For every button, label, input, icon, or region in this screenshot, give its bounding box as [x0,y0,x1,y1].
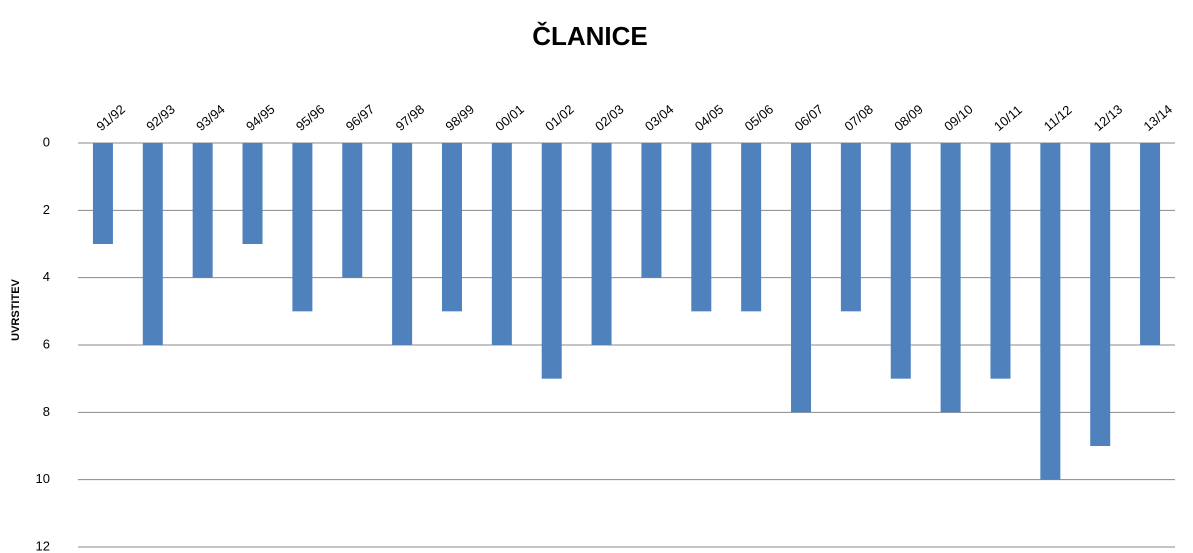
bar [142,143,163,345]
x-tick-label: 91/92 [93,102,128,134]
y-axis-label: UVRSTITEV [10,278,22,340]
bar [691,143,712,312]
bar [192,143,213,278]
x-tick-label: 05/06 [742,102,777,134]
x-tick-label: 02/03 [592,102,627,134]
x-tick-label: 03/04 [642,102,677,134]
x-tick-label: 07/08 [841,102,876,134]
x-tick-label: 96/97 [343,102,378,134]
x-tick-label: 00/01 [492,102,527,134]
y-tick-label: 12 [36,538,50,553]
y-tick-label: 0 [43,134,50,149]
x-tick-label: 06/07 [792,102,827,134]
x-tick-label: 12/13 [1091,102,1126,134]
x-tick-label: 09/10 [941,102,976,134]
y-tick-label: 4 [43,269,50,284]
x-tick-label: 04/05 [692,102,727,134]
x-tick-label: 01/02 [542,102,577,134]
x-tick-label: 98/99 [442,102,477,134]
bar [1040,143,1061,480]
bar [591,143,612,345]
x-tick-label: 10/11 [991,102,1025,134]
x-tick-label: 93/94 [193,102,228,134]
bar [491,143,512,345]
bar [1090,143,1111,446]
y-tick-label: 6 [43,336,50,351]
bar [940,143,961,413]
y-tick-label: 2 [43,202,50,217]
x-tick-label: 97/98 [393,102,428,134]
x-tick-label: 11/12 [1041,102,1075,134]
x-tick-label: 92/93 [143,102,178,134]
y-tick-label: 8 [43,404,50,419]
chart-title: ČLANICE [532,21,648,51]
bar [392,143,413,345]
bar [840,143,861,312]
bar [441,143,462,312]
y-tick-label: 10 [36,471,50,486]
bar [1140,143,1161,345]
bar [791,143,812,413]
x-tick-label: 94/95 [243,102,278,134]
bar [342,143,363,278]
x-tick-label: 95/96 [293,102,328,134]
bar [990,143,1011,379]
bar [641,143,662,278]
bar [741,143,762,312]
bar [541,143,562,379]
x-tick-label: 13/14 [1141,102,1176,134]
x-tick-label: 08/09 [891,102,926,134]
bar [292,143,313,312]
bar [890,143,911,379]
bar [242,143,263,244]
bar [92,143,113,244]
